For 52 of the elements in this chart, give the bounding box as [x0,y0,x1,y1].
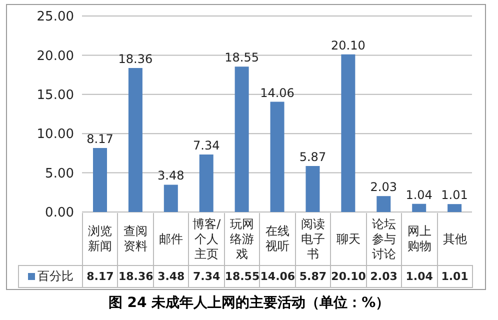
x-tick-label: 其他 [436,213,472,265]
data-label: 20.10 [330,265,366,287]
bar [164,184,178,212]
x-tick-label: 博客/个人主页 [188,213,224,265]
bar [199,154,214,212]
x-tick-label: 阅读电子书 [294,213,330,265]
x-tick-label: 邮件 [152,213,188,265]
y-tick-label: 0.00 [45,206,74,221]
data-label: 8.17 [82,265,118,287]
bar [341,54,356,212]
text: 3.48 [158,168,184,183]
x-tick-label: 查阅资料 [117,213,153,265]
x-tick-label: 玩网络游戏 [224,213,260,265]
text: 图 24 未成年人上网的主要活动（单位：%） [107,294,391,312]
bar [93,148,107,212]
x-tick-label: 在线视听 [259,213,295,265]
y-tick-label: 15.00 [36,88,74,104]
legend-label: 百分比 [18,265,82,287]
data-label: 7.34 [188,265,224,287]
text: 1.04 [406,188,432,202]
x-tick-label: 浏览新闻 [82,213,118,265]
x-tick-label: 聊天 [330,213,366,265]
data-label: 5.87 [294,265,330,287]
data-label: 1.01 [436,265,472,287]
y-tick-label: 25.00 [36,10,74,25]
data-label: 18.36 [117,265,154,287]
bar [376,196,391,212]
bar [306,166,320,212]
bar [128,68,142,212]
data-label: 1.04 [401,265,437,287]
text: 18.36 [118,52,153,66]
x-tick-label: 论坛参与讨论 [366,213,402,265]
text: 8.17 [86,132,114,146]
y-tick-label: 5.00 [45,166,74,182]
x-tick-label: 网上购物 [401,213,437,265]
data-label: 18.55 [224,265,260,287]
text: 14.06 [260,86,294,100]
bar [270,102,284,212]
text: 20.10 [331,38,366,52]
text: 2.03 [370,180,397,194]
text: 1.01 [441,188,468,202]
bar [234,66,249,212]
text: 5.87 [299,150,326,164]
data-label: 2.03 [366,265,402,287]
y-tick-label: 10.00 [36,127,74,142]
text: 18.55 [224,50,259,65]
bar [448,204,462,212]
text: 7.34 [193,138,220,152]
bar [412,204,426,212]
data-label: 3.48 [152,265,188,287]
data-label: 14.06 [259,265,296,287]
y-tick-label: 20.00 [36,48,74,64]
